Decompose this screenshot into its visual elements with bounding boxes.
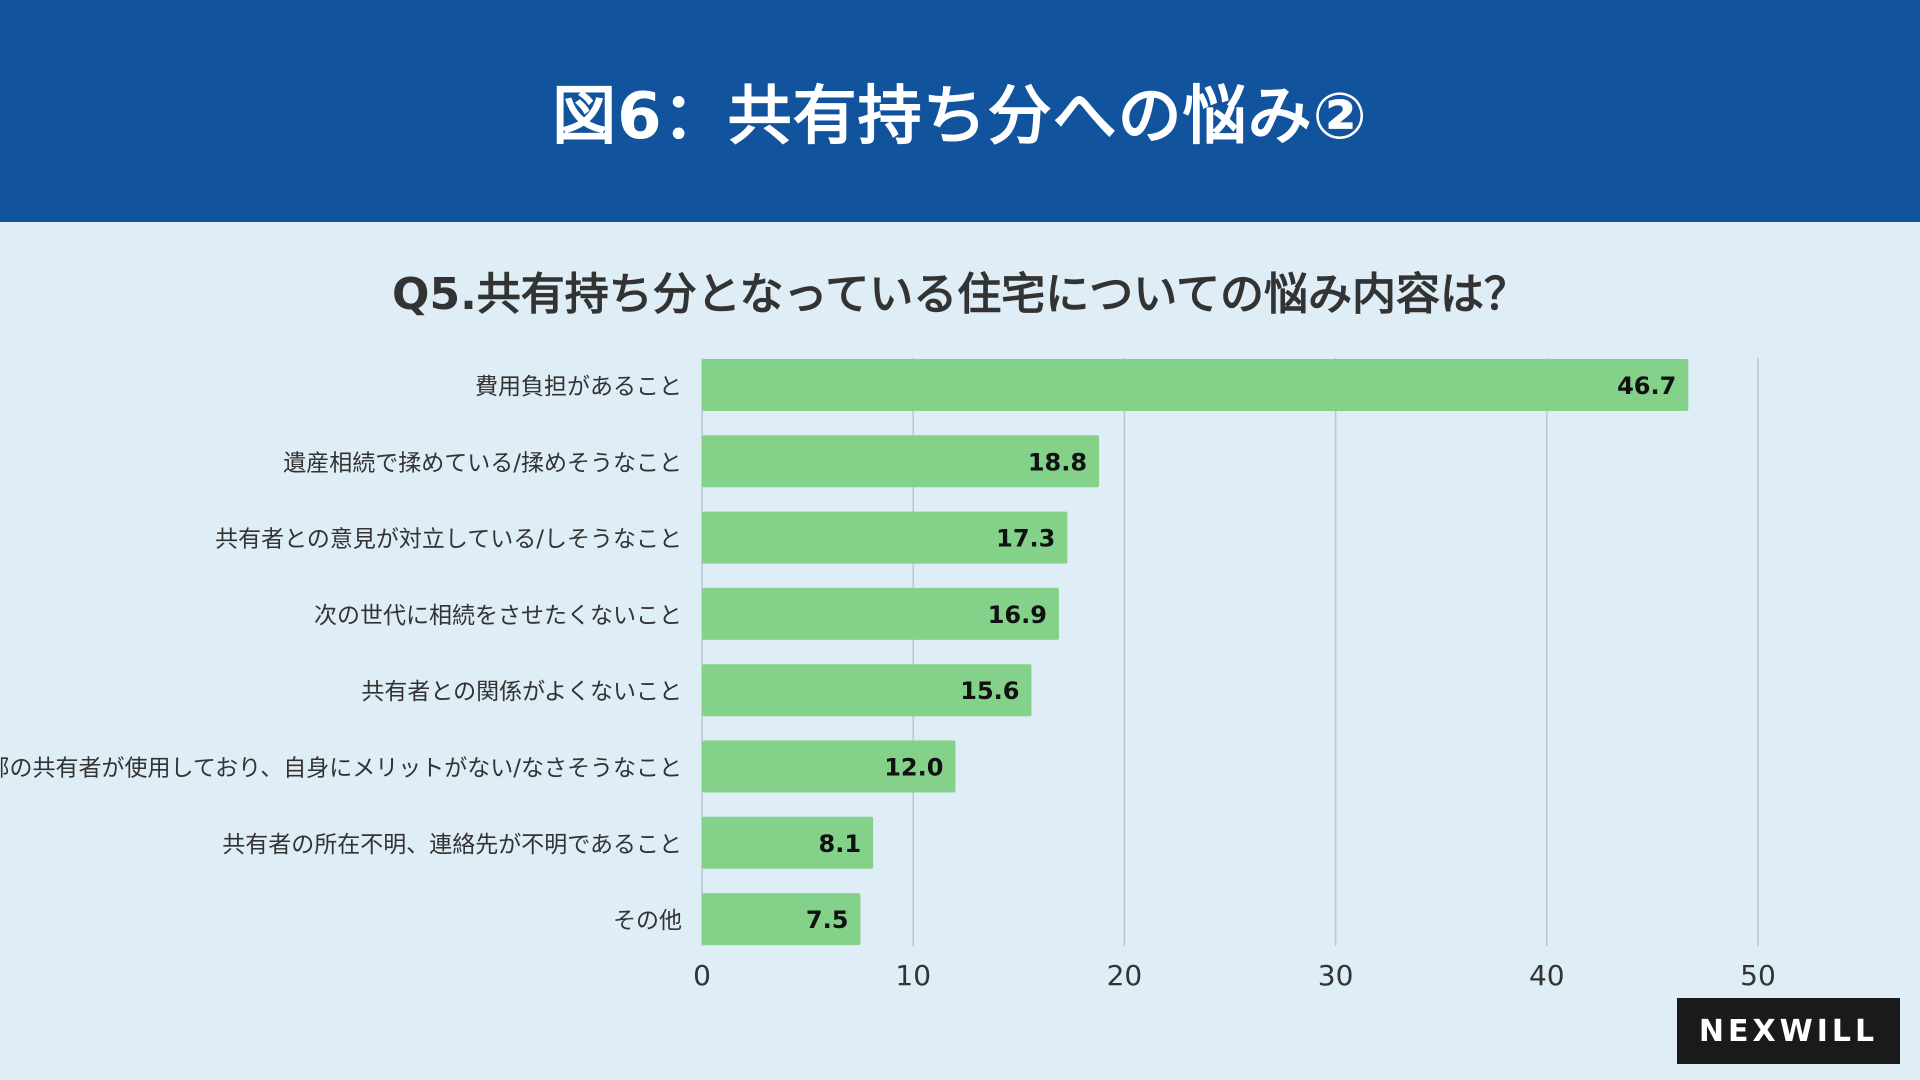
value-label-5: 12.0 [884,754,943,782]
bar-1 [702,435,1100,488]
category-label-0: 費用負担があること [475,374,682,400]
value-label-2: 17.3 [996,525,1055,553]
x-tick-label-3: 30 [1318,959,1354,992]
bar-2 [702,511,1068,564]
x-tick-label-4: 40 [1529,959,1565,992]
value-label-1: 18.8 [1028,448,1087,476]
value-label-7: 7.5 [806,906,849,934]
header-banner: 図6：共有持ち分への悩み② [0,0,1920,222]
bar-5 [702,740,956,793]
x-tick-label-0: 0 [693,959,711,992]
bar-3 [702,587,1059,640]
category-label-3: 次の世代に相続をさせたくないこと [314,603,682,629]
bar-7 [702,893,861,946]
category-label-4: 共有者との関係がよくないこと [361,679,682,705]
x-tick-label-2: 20 [1107,959,1143,992]
category-label-5: 一部の共有者が使用しており、自身にメリットがない/なさそうなこと [0,756,682,782]
category-label-1: 遺産相続で揉めている/揉めそうなこと [283,450,682,476]
value-label-6: 8.1 [819,830,862,858]
value-label-4: 15.6 [960,677,1019,705]
category-label-2: 共有者との意見が対立している/しそうなこと [215,527,682,553]
figure-title: 図6：共有持ち分への悩み② [552,80,1368,154]
chart-title: Q5.共有持ち分となっている住宅についての悩み内容は？ [392,269,1528,320]
bar-6 [702,816,874,869]
category-label-6: 共有者の所在不明、連絡先が不明であること [222,832,682,858]
x-tick-label-5: 50 [1740,959,1776,992]
value-label-3: 16.9 [988,601,1047,629]
x-tick-label-1: 10 [895,959,931,992]
nexwill-logo: NEXWILL [1677,998,1900,1064]
category-label-7: その他 [613,908,682,934]
bar-4 [702,664,1032,717]
bar-0 [702,359,1689,411]
value-label-0: 46.7 [1617,372,1676,400]
